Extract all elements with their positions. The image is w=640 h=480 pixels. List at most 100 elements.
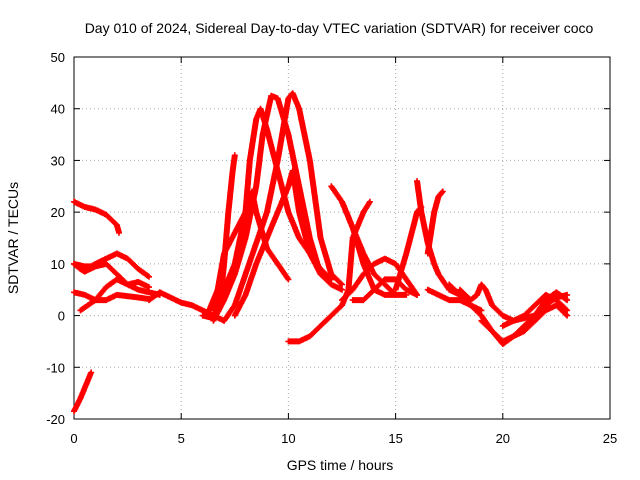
data-point	[287, 97, 290, 100]
data-point	[147, 275, 151, 278]
data-point	[104, 298, 108, 302]
data-point	[501, 324, 504, 328]
data-point	[265, 210, 269, 214]
data-point	[137, 280, 140, 284]
data-point	[169, 296, 172, 299]
series-arc-14	[285, 198, 373, 345]
data-point	[115, 278, 119, 281]
data-point	[426, 288, 429, 291]
data-point	[137, 267, 140, 271]
data-point	[351, 298, 354, 302]
data-point	[368, 200, 372, 203]
data-point	[89, 371, 93, 374]
data-point	[104, 285, 108, 289]
data-point	[544, 309, 547, 312]
data-point	[297, 210, 301, 214]
data-point	[555, 298, 558, 302]
data-point	[205, 314, 209, 317]
data-point	[394, 262, 397, 266]
data-point	[383, 278, 387, 281]
data-point	[394, 293, 397, 297]
data-point	[372, 288, 376, 291]
data-point	[72, 410, 76, 413]
data-point	[72, 200, 76, 203]
data-point	[297, 185, 301, 188]
data-point	[308, 252, 312, 255]
data-point	[372, 273, 376, 276]
data-point	[351, 226, 354, 229]
data-point	[297, 236, 301, 240]
data-point	[484, 288, 487, 291]
data-point	[227, 210, 230, 214]
data-point	[480, 309, 483, 312]
data-point	[244, 236, 247, 240]
data-point	[270, 94, 273, 97]
data-point	[180, 301, 183, 304]
data-point	[319, 324, 322, 328]
data-point	[115, 273, 119, 276]
data-point	[448, 288, 451, 291]
data-point	[512, 319, 515, 322]
data-point	[231, 169, 234, 172]
series-arc-13	[231, 167, 335, 319]
data-point	[469, 298, 472, 302]
y-tick-label: 30	[51, 153, 65, 168]
data-point	[432, 262, 436, 266]
data-point	[533, 314, 537, 317]
data-point	[94, 265, 97, 268]
data-point	[265, 247, 269, 250]
data-point	[261, 133, 264, 136]
data-point	[222, 298, 226, 302]
data-point	[212, 309, 215, 312]
data-point	[276, 262, 279, 266]
series-arc-4	[71, 289, 152, 304]
data-point	[83, 265, 86, 268]
data-point	[259, 107, 262, 110]
data-point	[276, 97, 279, 100]
data-point	[79, 267, 82, 271]
series-arc-2	[71, 250, 152, 280]
data-point	[126, 257, 129, 260]
data-point	[115, 252, 119, 255]
data-point	[255, 210, 258, 214]
data-point	[340, 304, 344, 307]
data-point	[276, 210, 279, 214]
data-point	[330, 185, 333, 188]
x-tick-label: 15	[388, 431, 402, 446]
x-tick-label: 20	[496, 431, 510, 446]
data-point	[233, 304, 236, 307]
series-arc-12	[221, 90, 345, 324]
data-point	[233, 273, 236, 276]
data-point	[555, 291, 558, 294]
data-point	[216, 288, 219, 291]
data-point	[501, 314, 504, 317]
x-tick-label: 10	[281, 431, 295, 446]
data-point	[94, 298, 97, 302]
data-point	[83, 293, 86, 297]
data-point	[201, 314, 204, 317]
data-point	[115, 293, 119, 297]
data-point	[201, 309, 204, 312]
data-point	[115, 223, 119, 227]
data-point	[212, 319, 215, 322]
y-tick-label: 20	[51, 205, 65, 220]
data-point	[104, 213, 108, 216]
data-point	[490, 329, 494, 333]
series-arc-6	[71, 369, 95, 415]
data-point	[383, 283, 387, 286]
data-point	[490, 304, 494, 307]
x-tick-label: 5	[178, 431, 185, 446]
data-point	[533, 304, 537, 307]
data-point	[480, 319, 483, 322]
data-point	[255, 117, 258, 121]
data-point	[265, 236, 269, 240]
data-point	[458, 298, 462, 302]
y-tick-label: 50	[51, 50, 65, 65]
data-point	[533, 319, 537, 322]
data-point	[383, 257, 387, 260]
grid-lines	[74, 57, 610, 419]
x-axis-label: GPS time / hours	[287, 457, 394, 473]
data-point	[94, 208, 97, 211]
data-point	[244, 293, 247, 297]
data-point	[544, 298, 547, 302]
